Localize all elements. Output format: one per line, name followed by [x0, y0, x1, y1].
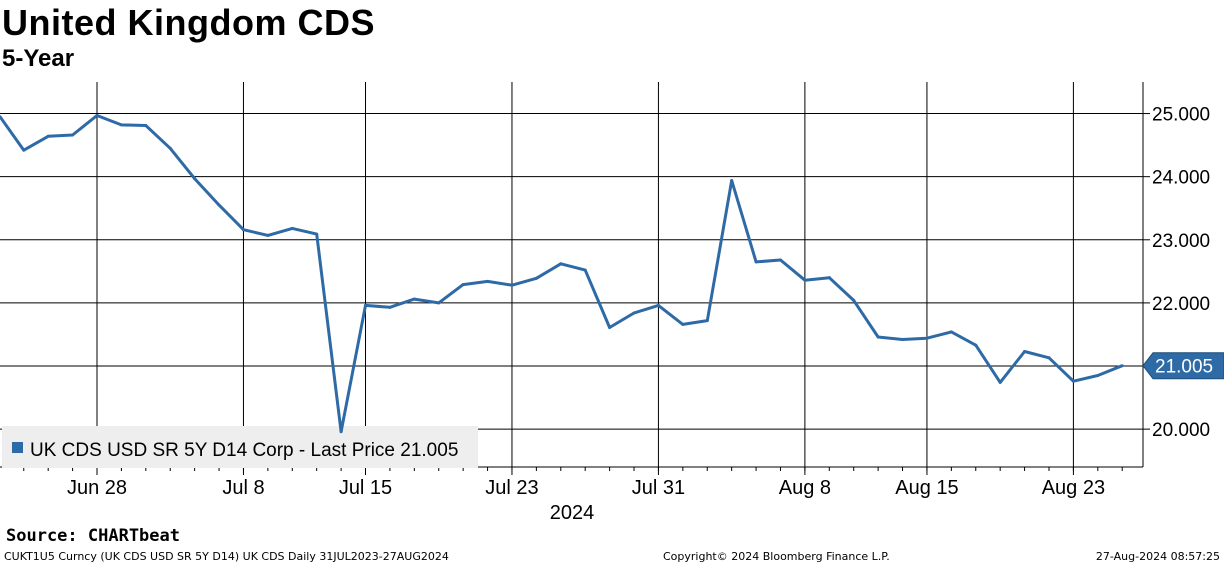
data-point — [632, 311, 636, 315]
data-point — [364, 303, 368, 307]
data-point — [949, 330, 953, 334]
x-tick-label: Jul 8 — [222, 477, 264, 499]
data-point — [71, 133, 75, 137]
y-tick-label: 24.000 — [1152, 168, 1210, 189]
data-point — [1023, 350, 1027, 353]
data-point — [1047, 356, 1051, 360]
x-year-label: 2024 — [550, 502, 595, 524]
data-point — [827, 276, 831, 280]
footer-timestamp: 27-Aug-2024 08:57:25 — [1095, 550, 1220, 563]
data-point — [144, 124, 148, 128]
data-point — [803, 278, 807, 282]
x-tick-label: Aug 23 — [1042, 477, 1105, 499]
x-tick-label: Jul 23 — [485, 477, 538, 499]
y-tick-label: 22.000 — [1152, 294, 1210, 315]
data-point — [583, 268, 587, 272]
y-tick-label: 25.000 — [1152, 105, 1210, 126]
data-point — [778, 258, 782, 262]
data-point — [1120, 364, 1124, 368]
data-point — [1096, 373, 1100, 377]
data-point — [22, 148, 26, 152]
data-point — [974, 343, 978, 347]
data-point — [876, 335, 880, 339]
data-point — [388, 305, 392, 309]
data-point — [315, 232, 319, 236]
legend: UK CDS USD SR 5Y D14 Corp - Last Price 2… — [2, 426, 478, 468]
chart-title: United Kingdom CDS — [2, 2, 375, 43]
source-text: Source: CHARTbeat — [6, 526, 180, 546]
legend-entry: UK CDS USD SR 5Y D14 Corp - Last Price 2… — [30, 440, 458, 461]
data-point — [925, 336, 929, 340]
x-tick-label: Jul 15 — [339, 477, 392, 499]
data-point — [852, 298, 856, 302]
footer-ticker: CUKT1U5 Curncy (UK CDS USD SR 5Y D14) UK… — [4, 550, 449, 563]
data-point — [510, 283, 514, 287]
data-point — [901, 338, 905, 342]
data-point — [730, 178, 734, 182]
data-point — [241, 228, 245, 232]
data-point — [1071, 379, 1075, 383]
data-point — [95, 113, 99, 117]
data-point — [681, 322, 685, 326]
data-point — [266, 233, 270, 237]
last-value-label: 21.005 — [1155, 357, 1213, 378]
footer-copyright: Copyright© 2024 Bloomberg Finance L.P. — [663, 550, 890, 563]
data-point — [998, 380, 1002, 384]
data-point — [290, 226, 294, 230]
data-point — [559, 262, 563, 266]
data-point — [193, 177, 197, 181]
x-tick-label: Aug 8 — [779, 477, 831, 499]
data-point — [217, 203, 221, 207]
series-layer — [0, 113, 1124, 434]
data-point — [608, 326, 612, 330]
data-point — [534, 276, 538, 280]
data-point — [705, 319, 709, 323]
x-tick-label: Aug 15 — [895, 477, 958, 499]
grid — [0, 82, 1143, 467]
data-point — [339, 430, 343, 434]
legend-swatch — [12, 442, 23, 453]
data-point — [0, 115, 2, 119]
data-point — [119, 123, 123, 127]
data-point — [437, 301, 441, 305]
x-tick-label: Jun 28 — [67, 477, 127, 499]
data-point — [754, 260, 758, 264]
last-value-badge — [1142, 352, 1224, 380]
legend-background — [2, 426, 478, 468]
data-point — [412, 297, 416, 301]
y-tick-label: 20.000 — [1152, 420, 1210, 441]
data-point — [486, 279, 490, 283]
data-point — [461, 283, 465, 287]
data-point — [656, 303, 660, 307]
data-point — [46, 134, 50, 138]
x-tick-label: Jul 31 — [632, 477, 685, 499]
series-line — [0, 114, 1123, 434]
data-point — [168, 146, 172, 150]
chart-subtitle: 5-Year — [2, 45, 75, 72]
y-tick-label: 23.000 — [1152, 231, 1210, 252]
last-value-label-group: 21.005 — [1142, 352, 1224, 380]
